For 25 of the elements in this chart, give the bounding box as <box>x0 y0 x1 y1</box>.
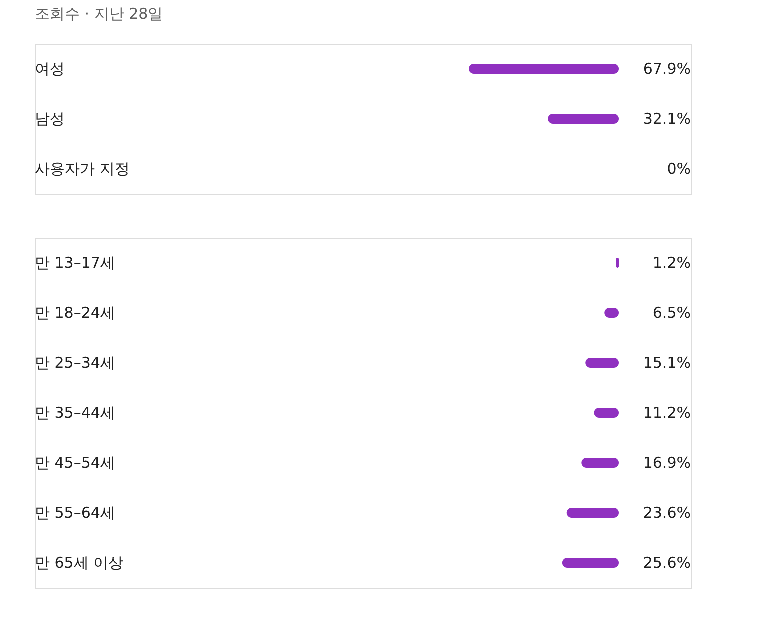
y-tick-label: 만 13–17세 <box>35 254 116 272</box>
y-tick-label: 만 45–54세 <box>35 454 116 472</box>
bar <box>562 558 619 568</box>
data-label: 1.2% <box>652 254 691 272</box>
data-label: 11.2% <box>643 404 691 422</box>
y-tick-label: 만 55–64세 <box>35 504 116 522</box>
y-tick-label: 만 65세 이상 <box>35 554 124 572</box>
data-label: 25.6% <box>643 554 691 572</box>
data-label: 67.9% <box>643 60 691 78</box>
y-tick-label: 남성 <box>35 110 65 128</box>
y-tick-label: 만 35–44세 <box>35 404 116 422</box>
bar <box>582 458 619 468</box>
bar <box>566 508 619 518</box>
y-tick-label: 사용자가 지정 <box>35 160 130 178</box>
y-tick-label: 만 18–24세 <box>35 304 116 322</box>
data-label: 15.1% <box>643 354 691 372</box>
data-label: 0% <box>667 160 691 178</box>
data-label: 6.5% <box>652 304 691 322</box>
data-label: 23.6% <box>643 504 691 522</box>
y-tick-label: 여성 <box>35 60 65 78</box>
bar <box>586 358 619 368</box>
y-tick-label: 만 25–34세 <box>35 354 116 372</box>
data-label: 32.1% <box>643 110 691 128</box>
text: 조회수 · 지난 28일 <box>35 5 164 23</box>
data-label: 16.9% <box>643 454 691 472</box>
